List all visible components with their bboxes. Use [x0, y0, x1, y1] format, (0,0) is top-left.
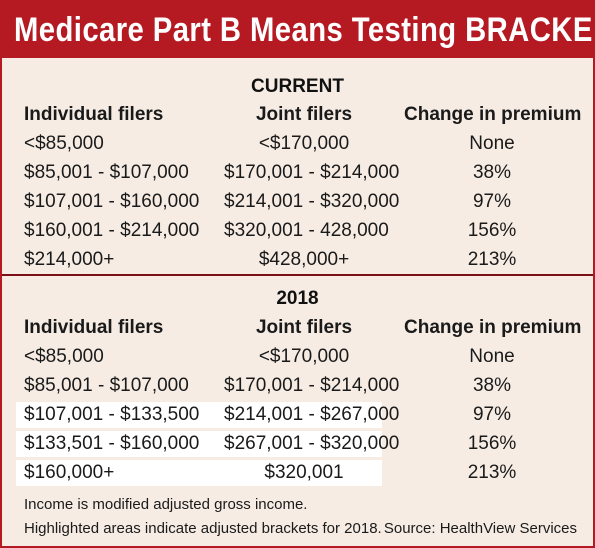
table-row: <$85,000 <$170,000 None — [2, 129, 593, 159]
page-title: Medicare Part B Means Testing BRACKETS — [14, 11, 595, 49]
individual-cell: $85,001 - $107,000 — [24, 375, 189, 396]
column-header-joint: Joint filers — [255, 317, 353, 338]
change-cell: 213% — [467, 249, 517, 270]
table-row: $85,001 - $107,000 $170,001 - $214,000 3… — [2, 371, 593, 401]
individual-cell: $214,000+ — [24, 249, 115, 270]
change-cell: 156% — [467, 220, 517, 241]
title-banner: Medicare Part B Means Testing BRACKETS — [2, 2, 593, 58]
change-cell: 213% — [467, 462, 517, 483]
table-row: $214,000+ $428,000+ 213% — [2, 245, 593, 275]
highlight-band — [16, 460, 382, 486]
change-cell: None — [469, 346, 515, 367]
joint-cell: $320,001 - 428,000 — [224, 220, 389, 241]
individual-cell: $160,000+ — [24, 462, 115, 483]
table-row-highlighted: $133,501 - $160,000 $267,001 - $320,000 … — [2, 429, 593, 459]
change-cell: 97% — [472, 404, 512, 425]
joint-cell: $214,001 - $320,000 — [224, 191, 400, 212]
section-title-current: CURRENT — [251, 76, 344, 97]
column-header-joint: Joint filers — [255, 104, 353, 125]
table-row-highlighted: $107,001 - $133,500 $214,001 - $267,000 … — [2, 400, 593, 430]
highlight-band — [16, 402, 382, 428]
joint-cell: $170,001 - $214,000 — [224, 375, 400, 396]
individual-cell: <$85,000 — [24, 346, 104, 367]
change-cell: None — [469, 133, 515, 154]
table-header-current: Individual filers Joint filers Change in… — [2, 100, 593, 130]
change-cell: 156% — [467, 433, 517, 454]
table-row: <$85,000 <$170,000 None — [2, 342, 593, 372]
table-header-2018: Individual filers Joint filers Change in… — [2, 313, 593, 343]
joint-cell: <$170,000 — [258, 133, 350, 154]
change-cell: 38% — [472, 162, 512, 183]
source-credit: Source: HealthView Services — [383, 520, 577, 537]
change-cell: 97% — [472, 191, 512, 212]
footnote-income: Income is modified adjusted gross income… — [24, 496, 308, 513]
column-header-individual: Individual filers — [24, 104, 164, 125]
joint-cell: $320,001 — [264, 462, 344, 483]
individual-cell: $85,001 - $107,000 — [24, 162, 189, 183]
section-title-2018: 2018 — [276, 288, 319, 309]
individual-cell: $107,001 - $133,500 — [24, 404, 200, 425]
table-row: $107,001 - $160,000 $214,001 - $320,000 … — [2, 187, 593, 217]
individual-cell: $107,001 - $160,000 — [24, 191, 200, 212]
individual-cell: $160,001 - $214,000 — [24, 220, 200, 241]
joint-cell: <$170,000 — [258, 346, 350, 367]
column-header-change: Change in premium — [404, 104, 582, 125]
table-row-highlighted: $160,000+ $320,001 213% — [2, 458, 593, 488]
footnote-highlight: Highlighted areas indicate adjusted brac… — [24, 520, 382, 537]
joint-cell: $267,001 - $320,000 — [224, 433, 400, 454]
joint-cell: $170,001 - $214,000 — [224, 162, 400, 183]
change-cell: 38% — [472, 375, 512, 396]
joint-cell: $214,001 - $267,000 — [224, 404, 400, 425]
highlight-band — [16, 431, 382, 457]
table-row: $85,001 - $107,000 $170,001 - $214,000 3… — [2, 158, 593, 188]
table-row: $160,001 - $214,000 $320,001 - 428,000 1… — [2, 216, 593, 246]
section-divider — [2, 274, 593, 276]
individual-cell: <$85,000 — [24, 133, 104, 154]
column-header-individual: Individual filers — [24, 317, 164, 338]
individual-cell: $133,501 - $160,000 — [24, 433, 200, 454]
joint-cell: $428,000+ — [258, 249, 350, 270]
column-header-change: Change in premium — [404, 317, 582, 338]
